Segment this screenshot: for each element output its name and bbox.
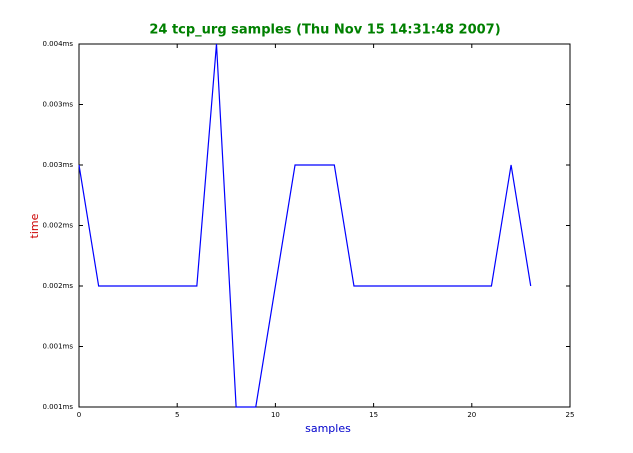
x-tick-label: 10 xyxy=(271,411,280,419)
y-tick-label: 0.003ms xyxy=(42,161,73,169)
plot-frame xyxy=(78,43,571,408)
chart-title: 24 tcp_urg samples (Thu Nov 15 14:31:48 … xyxy=(149,23,500,38)
x-tick-label: 0 xyxy=(77,411,81,419)
data-line xyxy=(78,43,532,408)
x-tick-label: 20 xyxy=(467,411,476,419)
y-tick-label: 0.001ms xyxy=(42,403,73,411)
y-tick-label: 0.004ms xyxy=(42,40,73,48)
x-tick-label: 5 xyxy=(175,411,179,419)
y-tick-label: 0.002ms xyxy=(42,222,73,230)
x-tick-label: 25 xyxy=(566,411,575,419)
y-tick-label: 0.003ms xyxy=(42,101,73,109)
y-tick-label: 0.001ms xyxy=(42,343,73,351)
y-axis-label: time xyxy=(28,213,41,238)
x-axis-label: samples xyxy=(305,422,351,435)
x-tick-label: 15 xyxy=(369,411,378,419)
y-tick-label: 0.002ms xyxy=(42,282,73,290)
